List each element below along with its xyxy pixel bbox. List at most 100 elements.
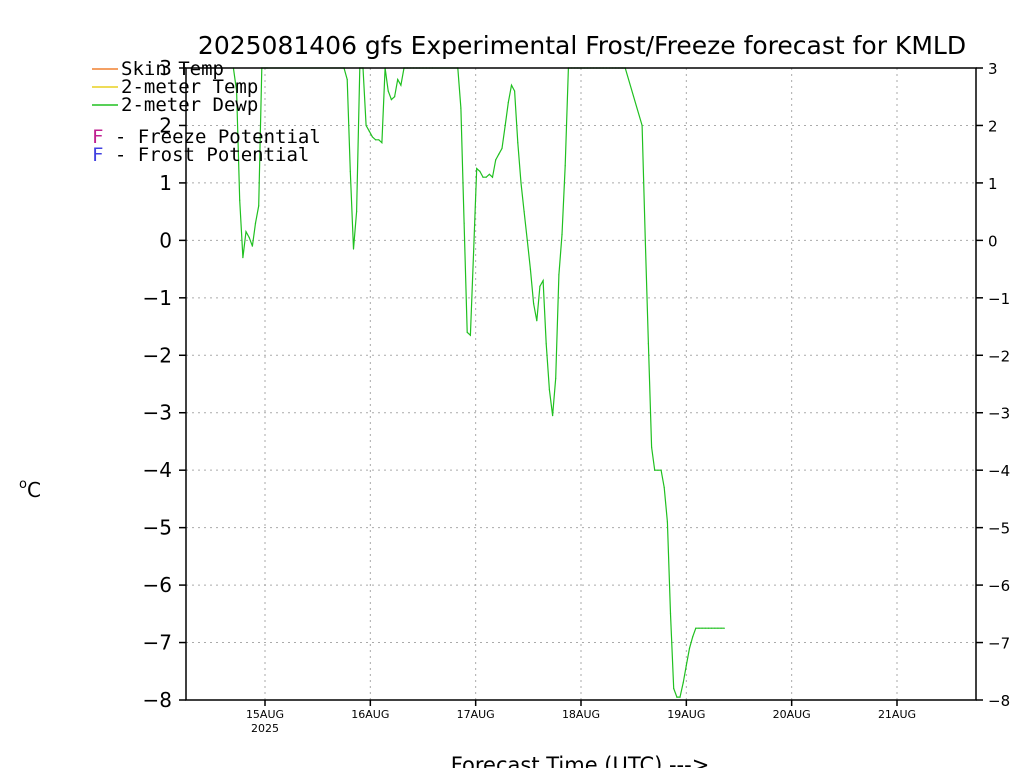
data-point bbox=[526, 239, 528, 241]
y-tick-label-right: −5 bbox=[988, 520, 1010, 538]
data-point bbox=[707, 627, 710, 629]
data-point bbox=[517, 142, 519, 144]
data-point bbox=[701, 627, 703, 629]
y-tick-label: 2 bbox=[159, 113, 172, 137]
data-point bbox=[387, 90, 389, 92]
y-tick-label: 1 bbox=[159, 171, 172, 195]
y-tick-label: 3 bbox=[159, 56, 172, 80]
data-point bbox=[529, 268, 532, 270]
data-point bbox=[258, 205, 260, 207]
data-point bbox=[561, 234, 563, 236]
x-tick-label: 20AUG bbox=[773, 708, 811, 721]
data-point bbox=[523, 211, 525, 213]
data-point bbox=[669, 613, 672, 615]
data-point bbox=[723, 627, 725, 629]
potential-text: - Freeze Potential bbox=[103, 126, 320, 148]
data-point bbox=[463, 222, 465, 224]
data-point bbox=[545, 343, 547, 345]
data-point bbox=[720, 627, 722, 629]
data-point bbox=[663, 486, 665, 488]
data-point bbox=[466, 331, 468, 333]
data-point bbox=[704, 627, 706, 629]
data-point bbox=[539, 285, 541, 287]
y-axis-right: 3 2 1 0 −1 −2 −3 −4 −5 −6 −7 −8 bbox=[976, 60, 1010, 710]
data-point bbox=[501, 147, 503, 149]
data-point bbox=[242, 257, 244, 259]
data-point bbox=[352, 248, 355, 250]
y-tick-label: −1 bbox=[143, 286, 172, 310]
data-point bbox=[239, 199, 241, 201]
data-point bbox=[356, 211, 358, 213]
data-point bbox=[685, 664, 687, 667]
data-point bbox=[473, 251, 475, 253]
data-point bbox=[504, 124, 506, 127]
x-tick-label: 18AUG bbox=[562, 708, 600, 721]
y-tick-label-right: −6 bbox=[988, 577, 1010, 595]
y-tick-label-right: −3 bbox=[988, 405, 1010, 423]
data-point bbox=[666, 521, 669, 523]
data-point bbox=[495, 159, 497, 161]
y-tick-label-right: −2 bbox=[988, 347, 1010, 365]
x-axis-label: Forecast Time (UTC) ---> bbox=[451, 753, 710, 768]
data-point bbox=[460, 107, 462, 109]
data-point bbox=[491, 176, 494, 178]
y-tick-label: −7 bbox=[143, 631, 172, 655]
data-point bbox=[688, 647, 691, 649]
data-point bbox=[482, 176, 484, 178]
data-point bbox=[251, 245, 253, 247]
data-point bbox=[533, 303, 535, 305]
y-tick-label: −5 bbox=[143, 516, 172, 540]
x-tick-label: 19AUG bbox=[667, 708, 705, 721]
y-tick-label: −4 bbox=[143, 458, 172, 482]
data-point bbox=[510, 84, 513, 86]
legend-label: 2-meter Temp bbox=[121, 76, 258, 98]
y-tick-label: −8 bbox=[143, 688, 172, 712]
data-point bbox=[682, 682, 684, 684]
y-axis-unit: C bbox=[27, 478, 41, 502]
data-point bbox=[651, 446, 653, 448]
potential-legend-item: F - Freeze Potential bbox=[92, 126, 321, 148]
y-tick-label-right: 1 bbox=[988, 175, 998, 193]
data-point bbox=[673, 687, 675, 690]
data-point bbox=[371, 136, 373, 138]
potential-letter: F bbox=[92, 126, 103, 148]
data-point bbox=[400, 84, 402, 86]
data-point bbox=[248, 236, 250, 239]
data-point bbox=[365, 124, 367, 127]
y-tick-label-right: −4 bbox=[988, 462, 1010, 480]
y-axis-degree-mark: o bbox=[19, 477, 27, 492]
data-point bbox=[394, 96, 396, 98]
data-point bbox=[558, 274, 560, 276]
data-point bbox=[498, 153, 500, 155]
data-point bbox=[485, 176, 487, 178]
data-point bbox=[346, 78, 348, 81]
data-point bbox=[564, 165, 566, 167]
data-point bbox=[679, 696, 681, 698]
y-axis-label: oC bbox=[19, 477, 41, 502]
x-tick-sublabel: 2025 bbox=[251, 722, 279, 735]
y-tick-label-right: 3 bbox=[988, 60, 998, 78]
x-tick-label: 15AUG bbox=[246, 708, 284, 721]
y-tick-label-right: −1 bbox=[988, 290, 1010, 308]
data-point bbox=[641, 124, 643, 127]
data-point bbox=[479, 170, 481, 172]
y-tick-label: 0 bbox=[159, 228, 172, 252]
data-point bbox=[507, 101, 509, 104]
data-point bbox=[714, 627, 716, 629]
data-point bbox=[390, 99, 392, 101]
data-point bbox=[469, 334, 471, 336]
y-tick-label-right: −8 bbox=[988, 692, 1010, 710]
y-tick-label: −2 bbox=[143, 343, 172, 367]
data-point bbox=[552, 415, 554, 417]
data-point bbox=[245, 231, 247, 233]
data-point bbox=[654, 469, 656, 471]
data-point bbox=[536, 320, 538, 322]
legend-label: 2-meter Dewp bbox=[121, 94, 258, 116]
data-point bbox=[488, 173, 490, 175]
legend-label: Skin Temp bbox=[121, 58, 224, 80]
y-tick-label-right: −7 bbox=[988, 635, 1010, 653]
data-point bbox=[381, 142, 383, 144]
data-point bbox=[368, 130, 370, 132]
